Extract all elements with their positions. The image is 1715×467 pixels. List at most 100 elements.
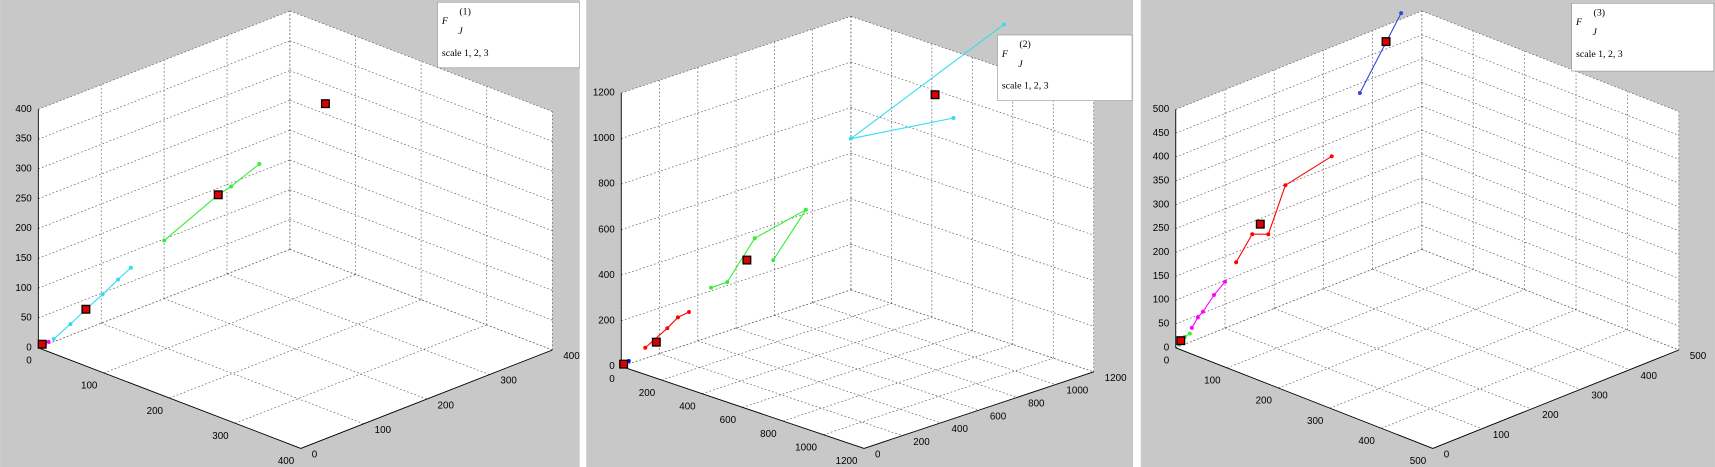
- legend-symbol: F: [1001, 49, 1009, 60]
- centroid-marker: [1255, 219, 1265, 229]
- grid-line: [289, 10, 553, 112]
- grid-line: [289, 249, 553, 351]
- grid-line: [850, 107, 1094, 190]
- cluster-line: [1359, 12, 1402, 94]
- data-point: [951, 116, 956, 120]
- centroid-marker: [213, 190, 223, 200]
- z-tick-label: 200: [15, 223, 32, 234]
- x-tick-label: 600: [720, 415, 737, 426]
- data-point: [771, 258, 776, 263]
- z-tick-label: 100: [1153, 295, 1170, 306]
- x-tick-label: 100: [81, 381, 98, 392]
- y-tick-label: 200: [913, 437, 930, 448]
- y-tick-label: 600: [990, 411, 1007, 422]
- data-point: [725, 280, 730, 285]
- legend-symbol: F: [441, 16, 449, 27]
- x-tick-label: 1200: [836, 456, 858, 467]
- axis-line: [1432, 349, 1680, 449]
- grid-line: [735, 327, 980, 411]
- grid-line: [1421, 34, 1679, 136]
- grid-line: [1421, 249, 1679, 351]
- grid-line: [1323, 288, 1581, 390]
- axis-line: [1175, 347, 1433, 449]
- cluster-line: [53, 267, 132, 340]
- x-tick-label: 800: [760, 429, 777, 440]
- grid-line: [38, 159, 291, 259]
- z-tick-label: 500: [1153, 104, 1170, 115]
- x-tick-label: 1000: [795, 442, 817, 453]
- grid-line: [1421, 153, 1679, 255]
- y-tick-label: 400: [952, 424, 969, 435]
- grid-line: [1421, 129, 1679, 232]
- y-tick-label: 500: [1690, 351, 1707, 362]
- grid-line: [289, 219, 553, 321]
- grid-line: [850, 16, 1094, 99]
- z-tick-label: 0: [1164, 342, 1170, 353]
- centroid-marker: [742, 255, 752, 265]
- data-point: [162, 238, 167, 243]
- data-point: [675, 315, 680, 320]
- y-tick-label: 0: [875, 450, 881, 461]
- y-tick-label: 400: [563, 351, 580, 362]
- z-tick-label: 600: [598, 224, 615, 235]
- data-point: [257, 161, 262, 166]
- z-tick-label: 0: [26, 342, 32, 353]
- data-point: [1200, 309, 1205, 314]
- axis-line: [300, 349, 553, 449]
- grid-line: [1421, 105, 1679, 208]
- grid-line: [774, 315, 1018, 398]
- grid-line: [163, 298, 427, 400]
- grid-line: [38, 100, 291, 200]
- y-tick-label: 800: [1028, 399, 1045, 410]
- data-point: [1357, 91, 1362, 95]
- data-point: [1195, 315, 1200, 320]
- data-point: [848, 136, 853, 141]
- data-point: [1250, 232, 1255, 237]
- legend-box: [1571, 3, 1715, 72]
- z-tick-label: 400: [15, 104, 32, 115]
- z-tick-label: 150: [15, 253, 32, 264]
- grid-line: [1421, 177, 1679, 279]
- grid-line: [1421, 82, 1679, 184]
- centroid-marker: [1176, 336, 1186, 346]
- x-tick-label: 400: [1358, 436, 1375, 447]
- z-tick-label: 200: [1153, 247, 1170, 258]
- data-point: [752, 236, 757, 241]
- z-tick-label: 400: [598, 270, 615, 281]
- y-tick-label: 100: [1493, 430, 1510, 441]
- legend-subscript: J: [1592, 27, 1597, 38]
- z-tick-label: 50: [1158, 319, 1169, 330]
- legend-subscript: J: [1018, 59, 1023, 70]
- grid-line: [38, 40, 291, 140]
- y-tick-label: 200: [438, 400, 455, 411]
- data-point: [1283, 183, 1288, 188]
- grid-line: [850, 243, 1094, 327]
- x-tick-label: 0: [1164, 356, 1170, 367]
- z-tick-label: 450: [1153, 128, 1170, 139]
- grid-line: [289, 159, 553, 261]
- z-tick-label: 1000: [593, 133, 615, 144]
- z-tick-label: 800: [598, 179, 615, 190]
- x-tick-label: 300: [1307, 416, 1324, 427]
- legend-text: scale 1, 2, 3: [1002, 81, 1049, 92]
- grid-line: [38, 70, 291, 170]
- data-point: [68, 322, 73, 327]
- grid-line: [1372, 268, 1630, 370]
- cluster-line: [163, 163, 260, 241]
- data-point: [687, 310, 691, 314]
- data-point: [1234, 260, 1239, 265]
- x-tick-label: 200: [1256, 396, 1273, 407]
- axis-line: [621, 365, 865, 449]
- grid-line: [850, 198, 1094, 282]
- grid-line: [697, 340, 941, 424]
- data-point: [709, 285, 714, 290]
- grid-line: [38, 10, 291, 110]
- back-wall: [850, 16, 1094, 372]
- grid-line: [289, 70, 553, 172]
- x-tick-label: 500: [1410, 456, 1427, 467]
- centroid-marker: [1381, 37, 1391, 47]
- z-tick-label: 400: [1153, 152, 1170, 163]
- left-wall: [621, 16, 851, 367]
- grid-line: [1421, 225, 1679, 327]
